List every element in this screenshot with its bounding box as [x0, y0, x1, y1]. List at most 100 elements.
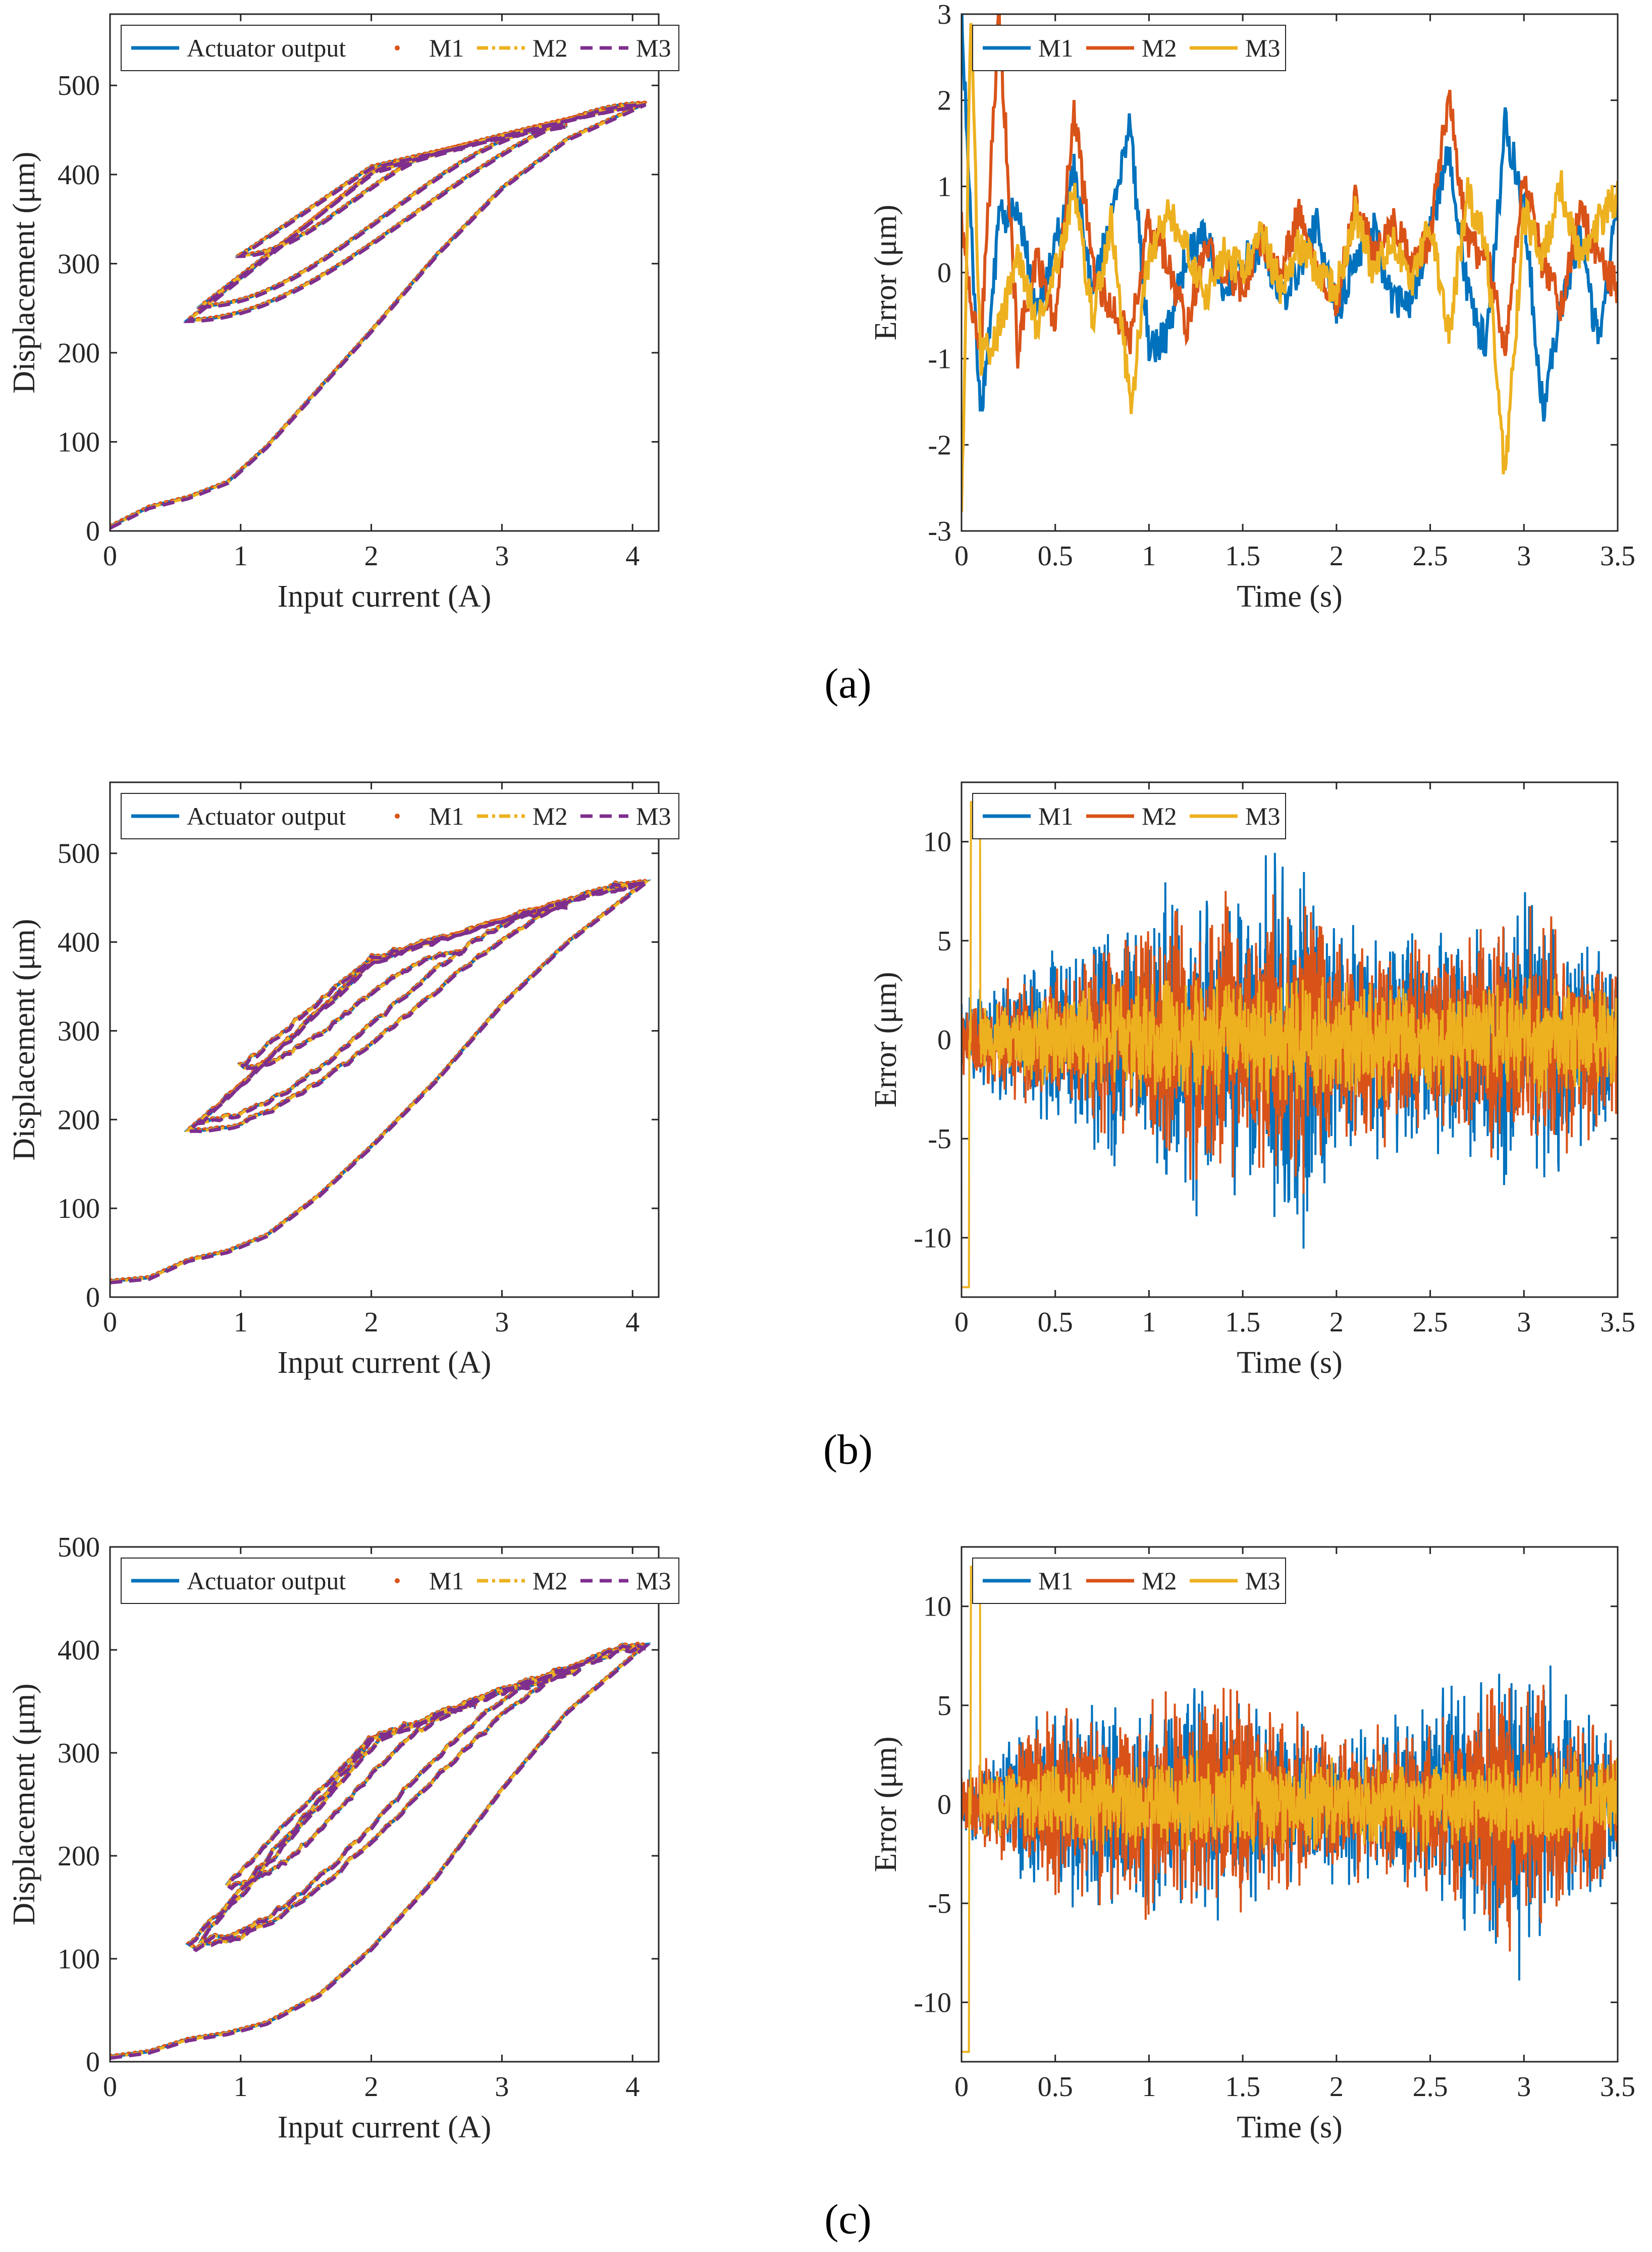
- legend-label: M1: [429, 34, 464, 62]
- legend-marker: [395, 814, 400, 819]
- y-tick-label: 10: [923, 1591, 951, 1623]
- y-tick-label: 500: [58, 838, 100, 870]
- legend-label: M1: [429, 1567, 464, 1595]
- plot-area: [110, 100, 647, 530]
- legend-label: M1: [1038, 802, 1073, 830]
- y-tick-label: 0: [937, 1789, 951, 1820]
- legend-marker: [395, 45, 400, 50]
- plot-area: [110, 1641, 651, 2060]
- x-tick-label: 2.5: [1413, 541, 1448, 572]
- x-tick-label: 3: [495, 1307, 509, 1338]
- x-tick-label: 3: [495, 541, 509, 572]
- x-tick-label: 0: [954, 541, 969, 572]
- caption-c: (c): [824, 2196, 871, 2243]
- legend-label: M2: [1142, 802, 1177, 830]
- y-tick-label: 200: [58, 338, 100, 369]
- y-tick-label: 500: [58, 1532, 100, 1563]
- legend-label: M2: [532, 1567, 567, 1595]
- x-tick-label: 1.5: [1225, 1307, 1260, 1338]
- series-m3: [962, 23, 1618, 512]
- y-axis-label: Error (μm): [869, 204, 903, 340]
- y-tick-label: 3: [937, 0, 951, 30]
- y-tick-label: 300: [58, 248, 100, 280]
- x-tick-label: 2.5: [1413, 2071, 1448, 2103]
- legend-label: M1: [1038, 1567, 1073, 1595]
- y-tick-label: 400: [58, 927, 100, 958]
- legend-label: M3: [636, 802, 671, 830]
- x-tick-label: 2: [364, 541, 379, 572]
- x-tick-label: 3: [1517, 2071, 1531, 2103]
- x-axis-label: Time (s): [1237, 1346, 1343, 1380]
- legend-label: M3: [1245, 34, 1280, 62]
- x-tick-label: 0.5: [1038, 1307, 1073, 1338]
- plot-frame: [109, 1546, 660, 2063]
- legend-label: M3: [636, 1567, 671, 1595]
- chart-b-error: 0 0.5 1 1.5 2 2.5 3 3.5 -10 -5 0 5 10 Time (s) Error (…: [869, 781, 1635, 1380]
- x-tick-label: 0.5: [1038, 2071, 1073, 2103]
- y-tick-label: 400: [58, 1635, 100, 1666]
- x-tick-label: 1: [1142, 2071, 1156, 2103]
- x-tick-label: 0: [954, 1307, 969, 1338]
- y-tick-label: 200: [58, 1841, 100, 1872]
- x-tick-label: 0: [103, 2071, 117, 2103]
- legend-label: M2: [532, 34, 567, 62]
- x-tick-label: 1: [1142, 1307, 1156, 1338]
- y-axis-label: Error (μm): [869, 972, 903, 1107]
- series-m1: [962, 14, 1618, 422]
- plot-frame: [109, 13, 660, 532]
- legend-label: M2: [1142, 34, 1177, 62]
- x-tick-label: 3: [1517, 541, 1531, 572]
- x-tick-label: 0: [103, 541, 117, 572]
- y-tick-label: 10: [923, 827, 951, 858]
- y-tick-label: -5: [928, 1888, 951, 1919]
- y-tick-label: 2: [937, 85, 951, 117]
- y-tick-label: 100: [58, 1193, 100, 1224]
- x-tick-label: 0.5: [1038, 541, 1073, 572]
- x-tick-label: 3: [495, 2071, 509, 2103]
- x-tick-label: 4: [625, 2071, 640, 2103]
- x-tick-label: 2: [364, 2071, 379, 2103]
- x-tick-label: 2: [364, 1307, 379, 1338]
- y-tick-label: -1: [928, 344, 951, 375]
- legend-label: M3: [1245, 1567, 1280, 1595]
- x-axis-label: Input current (A): [278, 579, 492, 614]
- series-m2: [110, 1643, 651, 2059]
- x-tick-label: 3.5: [1600, 2071, 1635, 2103]
- chart-c-error: 0 0.5 1 1.5 2 2.5 3 3.5 -10 -5 0 5 10 Time (s) Error (…: [869, 1546, 1635, 2144]
- chart-b-hysteresis: 0 1 2 3 4 0 100 200 300 400 500 Input current (A) Di…: [7, 781, 679, 1380]
- x-tick-label: 4: [625, 541, 640, 572]
- y-tick-label: -2: [928, 430, 951, 461]
- x-tick-label: 3.5: [1600, 541, 1635, 572]
- y-tick-label: 400: [58, 159, 100, 191]
- y-tick-label: 300: [58, 1738, 100, 1769]
- y-tick-label: -10: [914, 1987, 951, 2018]
- caption-b: (b): [823, 1426, 873, 1473]
- y-tick-label: 0: [86, 1282, 100, 1313]
- x-tick-label: 1.5: [1225, 541, 1260, 572]
- plot-frame: [109, 781, 660, 1298]
- plot-frame: [961, 1546, 1619, 2063]
- x-tick-label: 4: [625, 1307, 640, 1338]
- y-tick-label: 1: [937, 171, 951, 202]
- y-axis-label: Displacement (μm): [7, 919, 41, 1160]
- series-m3: [962, 1566, 1618, 2053]
- series-m3: [110, 881, 652, 1284]
- legend-label: M3: [1245, 802, 1280, 830]
- y-tick-label: 500: [58, 70, 100, 101]
- legend-label: M2: [532, 802, 567, 830]
- plot-area: [962, 1566, 1618, 2053]
- plot-area: [962, 14, 1618, 512]
- y-tick-label: -10: [914, 1222, 951, 1254]
- plot-frame: [961, 13, 1619, 532]
- y-tick-label: 300: [58, 1015, 100, 1047]
- legend-label: Actuator output: [187, 802, 346, 830]
- y-tick-label: 5: [937, 926, 951, 957]
- x-tick-label: 1: [234, 2071, 248, 2103]
- x-axis-label: Time (s): [1237, 579, 1343, 614]
- chart-c-hysteresis: 0 1 2 3 4 0 100 200 300 400 500 Input current (A) Di…: [7, 1532, 679, 2144]
- legend-label: M1: [429, 802, 464, 830]
- y-tick-label: 5: [937, 1690, 951, 1722]
- y-axis-label: Displacement (μm): [7, 151, 41, 393]
- plot-area: [110, 879, 652, 1284]
